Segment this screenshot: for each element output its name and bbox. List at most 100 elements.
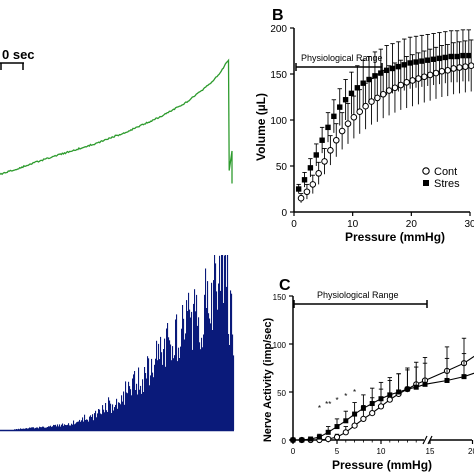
histogram-bar [143,392,145,430]
data-point-stres [436,55,443,62]
histogram-bar [191,311,193,430]
histogram-bar [197,325,199,430]
y-tick-label: 50 [276,162,288,173]
x-tick-label: 10 [377,447,386,456]
histogram-bar [129,386,131,430]
histogram-bar [145,373,147,430]
data-point-stres [325,124,331,131]
histogram-bar [119,402,121,430]
histogram-bar [92,414,94,430]
x-axis-label: Pressure (mmHg) [332,458,432,472]
histogram-bar [53,424,55,430]
histogram-bar [124,404,126,430]
significance-mark: * [318,404,321,413]
data-point-cont [315,170,322,177]
histogram-bar [192,349,194,430]
histogram-bar [30,427,32,430]
histogram-bar [47,427,49,430]
histogram-bar [122,401,124,430]
histogram-bar [173,358,175,430]
y-tick-label: 100 [270,116,287,127]
histogram-bar [25,428,27,430]
data-point-stres [334,424,340,430]
y-tick-label: 0 [281,208,287,219]
histogram-bar [150,375,152,430]
histogram-bar [17,429,19,430]
data-point-stres [337,104,343,110]
histogram-bar [193,303,195,430]
data-point-stres [331,113,337,120]
data-point-stres [389,65,396,72]
data-point-stres [360,405,366,411]
histogram-bar [15,429,17,430]
histogram-bar [133,374,135,430]
histogram-bar [62,423,64,430]
histogram-bar [123,391,125,430]
histogram-bar [101,414,103,430]
data-point-stres [366,76,372,83]
x-axis-label: Pressure (mmHg) [345,230,445,244]
histogram-bar [98,409,100,430]
histogram-bar [154,364,156,430]
histogram-bar [159,359,161,430]
legend-marker-stres [423,180,429,186]
histogram-bar [109,400,111,430]
data-point-cont [327,147,334,154]
y-tick-label: 200 [270,24,287,35]
histogram-bar [194,289,196,430]
histogram-bar [136,383,138,430]
histogram-bar [29,427,31,430]
x-tick-label: 20 [468,447,474,456]
histogram-bar [222,255,224,430]
histogram-bar [198,317,200,430]
histogram-bar [22,428,24,430]
histogram-bar [106,410,108,430]
histogram-bar [132,378,134,430]
data-point-stres [313,152,319,158]
histogram-bar [207,281,209,430]
histogram-bar [39,426,41,430]
histogram-bar [81,420,83,430]
histogram-bar [137,394,139,430]
trace-line [0,58,233,184]
data-point-stres [295,186,302,192]
histogram-bar [164,338,166,430]
histogram-bar [91,417,93,430]
histogram-bar [178,347,180,430]
histogram-bar [87,419,89,430]
histogram-bar [103,409,105,430]
histogram-bar [44,427,46,430]
x-tick-label: 30 [464,219,474,230]
histogram-bar [134,371,136,430]
histogram-bar [155,358,157,430]
data-point-stres [383,67,390,74]
histogram-bar [212,330,214,430]
legend-item-cont: Cont [434,166,457,178]
data-point-stres [413,384,419,390]
y-axis-label: Volume (µL) [254,93,268,161]
trace-panel: 0 sec [0,47,233,184]
data-point-stres [307,165,314,171]
histogram-bar [36,427,38,430]
histogram-bar [48,426,50,430]
histogram-bar [204,294,206,430]
data-point-cont [325,435,332,443]
histogram-bar [141,393,143,430]
y-axis-label: Nerve Activity (imp/sec) [262,318,274,443]
histogram-bar [175,319,177,430]
data-point-cont [377,403,385,410]
x-tick-label: 0 [291,219,297,230]
data-point-stres [442,54,449,61]
histogram-bar [187,311,189,430]
histogram-bar [34,428,36,430]
data-point-stres [348,90,355,97]
histogram-bar [110,403,112,430]
data-point-stres [419,58,425,64]
histogram-bar [208,313,210,430]
histogram-bar [71,423,73,430]
histogram-bar [59,424,61,430]
histogram-bar [184,339,186,430]
x-tick-label: 20 [406,219,418,230]
data-point-stres [387,392,393,398]
histogram-bar [205,268,207,430]
